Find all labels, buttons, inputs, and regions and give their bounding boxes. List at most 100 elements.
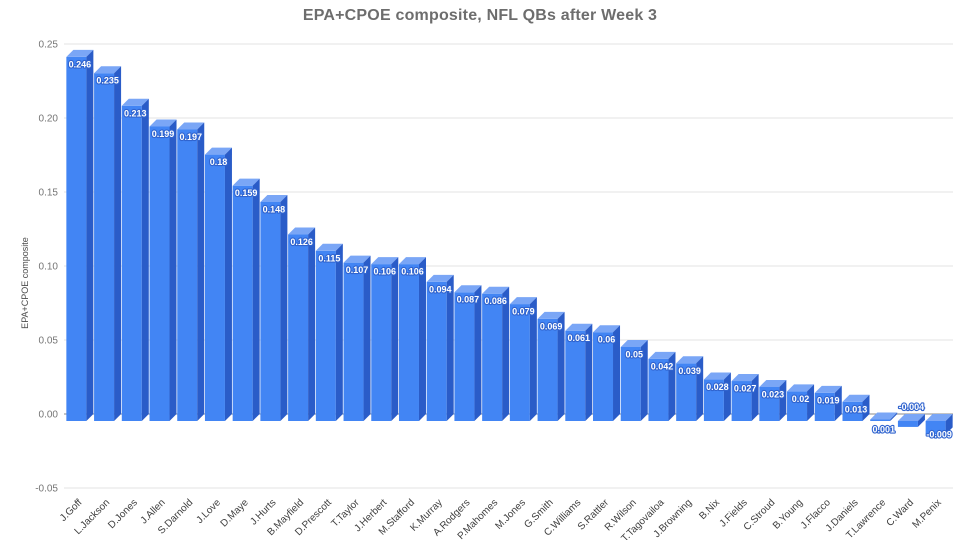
bar-D.Maye-side[interactable] [252, 178, 260, 421]
bar-R.Wilson-top[interactable] [620, 340, 648, 347]
bar-S.Rattler-front[interactable] [593, 332, 614, 421]
bar-L.Jackson-side[interactable] [114, 66, 122, 421]
bar-C.Ward-top[interactable] [897, 414, 925, 421]
bar-D.Jones-front[interactable] [121, 105, 142, 421]
bar-A.Rodgers-front[interactable] [454, 292, 475, 421]
bar-J.Herbert-top[interactable] [371, 257, 399, 265]
bar-S.Darnold-top[interactable] [177, 122, 205, 130]
bar-M.Stafford-top[interactable] [398, 257, 426, 265]
bar-C.Stroud-top[interactable] [759, 379, 787, 387]
bar-J.Fields-side[interactable] [751, 374, 759, 421]
bar-C.Williams-top[interactable] [565, 323, 593, 331]
bar-J.Browning-side[interactable] [696, 356, 704, 421]
bar-K.Murray-side[interactable] [446, 274, 454, 421]
bar-J.Daniels-top[interactable] [842, 394, 870, 402]
bar-B.Young-front[interactable] [787, 391, 808, 421]
bar-J.Browning-front[interactable] [676, 363, 697, 421]
bar-T.Tagovailoa-top[interactable] [648, 351, 676, 359]
bar-M.Jones-front[interactable] [509, 304, 530, 421]
bar-C.Stroud-side[interactable] [779, 379, 787, 421]
bar-J.Daniels-side[interactable] [862, 394, 870, 421]
bar-J.Allen-top[interactable] [149, 119, 177, 127]
bar-T.Lawrence-front[interactable] [870, 419, 891, 421]
bar-C.Ward-side[interactable] [917, 414, 925, 427]
bar-T.Lawrence-side[interactable] [890, 412, 898, 421]
bar-J.Fields-top[interactable] [731, 374, 759, 382]
bar-M.Jones-top[interactable] [509, 297, 537, 305]
bar-B.Nix-front[interactable] [703, 379, 724, 421]
bar-D.Maye-front[interactable] [232, 185, 253, 421]
bar-D.Jones-side[interactable] [141, 98, 149, 421]
bar-C.Ward-front[interactable] [897, 421, 918, 427]
bar-T.Taylor-top[interactable] [343, 255, 371, 263]
bar-G.Smith-side[interactable] [557, 311, 565, 421]
bar-S.Rattler-top[interactable] [593, 325, 621, 333]
bar-J.Love-front[interactable] [204, 154, 225, 421]
bar-J.Hurts-front[interactable] [260, 201, 281, 421]
bar-P.Mahomes-top[interactable] [482, 286, 510, 294]
bar-S.Rattler-side[interactable] [613, 325, 621, 421]
bar-G.Smith-front[interactable] [537, 318, 558, 421]
bar-M.Penix-top[interactable] [925, 414, 953, 421]
bar-D.Jones-top[interactable] [121, 98, 149, 106]
bar-A.Rodgers-side[interactable] [474, 285, 482, 421]
y-tick-label: 0.25 [39, 40, 59, 51]
bar-B.Young-top[interactable] [787, 384, 815, 392]
bar-D.Prescott-front[interactable] [315, 250, 336, 421]
bar-G.Smith-top[interactable] [537, 311, 565, 319]
bar-M.Penix-side[interactable] [945, 414, 953, 435]
bar-T.Tagovailoa-front[interactable] [648, 358, 669, 421]
bar-P.Mahomes-front[interactable] [482, 293, 503, 421]
bar-J.Flacco-side[interactable] [834, 385, 842, 421]
bar-M.Penix-front[interactable] [925, 421, 946, 435]
bar-J.Browning-top[interactable] [676, 356, 704, 364]
bar-J.Herbert-front[interactable] [371, 264, 392, 421]
bar-J.Hurts-top[interactable] [260, 194, 288, 202]
bar-K.Murray-front[interactable] [426, 281, 447, 421]
bar-T.Tagovailoa-side[interactable] [668, 351, 676, 421]
bar-T.Lawrence-top[interactable] [870, 412, 898, 420]
bar-D.Prescott-top[interactable] [315, 243, 343, 251]
bar-R.Wilson-side[interactable] [640, 340, 648, 421]
bar-B.Young-side[interactable] [807, 384, 815, 421]
bar-L.Jackson-top[interactable] [94, 66, 122, 74]
bar-T.Taylor-front[interactable] [343, 262, 364, 421]
bar-J.Goff-top[interactable] [66, 49, 94, 57]
bar-A.Rodgers-top[interactable] [454, 285, 482, 293]
bar-S.Darnold-side[interactable] [197, 122, 205, 421]
bar-J.Love-top[interactable] [204, 147, 232, 155]
value-label: 0.148 [263, 204, 286, 214]
bar-S.Darnold-front[interactable] [177, 129, 198, 421]
category-label: M.Jones [493, 497, 528, 532]
bar-J.Flacco-front[interactable] [814, 392, 835, 421]
bar-J.Goff-side[interactable] [86, 49, 94, 422]
bar-B.Nix-side[interactable] [723, 372, 731, 421]
bar-J.Love-side[interactable] [224, 147, 232, 421]
bar-M.Stafford-front[interactable] [398, 264, 419, 421]
bar-B.Mayfield-front[interactable] [288, 234, 309, 421]
bar-D.Prescott-side[interactable] [335, 243, 343, 421]
bar-D.Maye-top[interactable] [232, 178, 260, 186]
bar-J.Flacco-top[interactable] [814, 385, 842, 393]
bar-B.Nix-top[interactable] [703, 372, 731, 380]
bar-B.Mayfield-top[interactable] [288, 227, 316, 235]
bar-P.Mahomes-side[interactable] [502, 286, 510, 421]
bar-C.Williams-side[interactable] [585, 323, 593, 421]
bar-L.Jackson-front[interactable] [94, 73, 115, 421]
bar-J.Fields-front[interactable] [731, 381, 752, 421]
bar-J.Allen-side[interactable] [169, 119, 177, 421]
bar-R.Wilson-front[interactable] [620, 347, 641, 421]
bar-M.Jones-side[interactable] [529, 297, 537, 421]
bar-M.Stafford-side[interactable] [418, 257, 426, 421]
bar-K.Murray-top[interactable] [426, 274, 454, 282]
bar-J.Herbert-side[interactable] [391, 257, 399, 421]
bar-J.Daniels-front[interactable] [842, 401, 863, 421]
bar-J.Goff-front[interactable] [66, 56, 87, 422]
bar-B.Mayfield-side[interactable] [308, 227, 316, 421]
bar-J.Hurts-side[interactable] [280, 194, 288, 421]
bar-T.Taylor-side[interactable] [363, 255, 371, 421]
bar-J.Allen-front[interactable] [149, 126, 170, 421]
value-label: 0.028 [706, 382, 729, 392]
bar-C.Williams-front[interactable] [565, 330, 586, 421]
bar-C.Stroud-front[interactable] [759, 386, 780, 421]
